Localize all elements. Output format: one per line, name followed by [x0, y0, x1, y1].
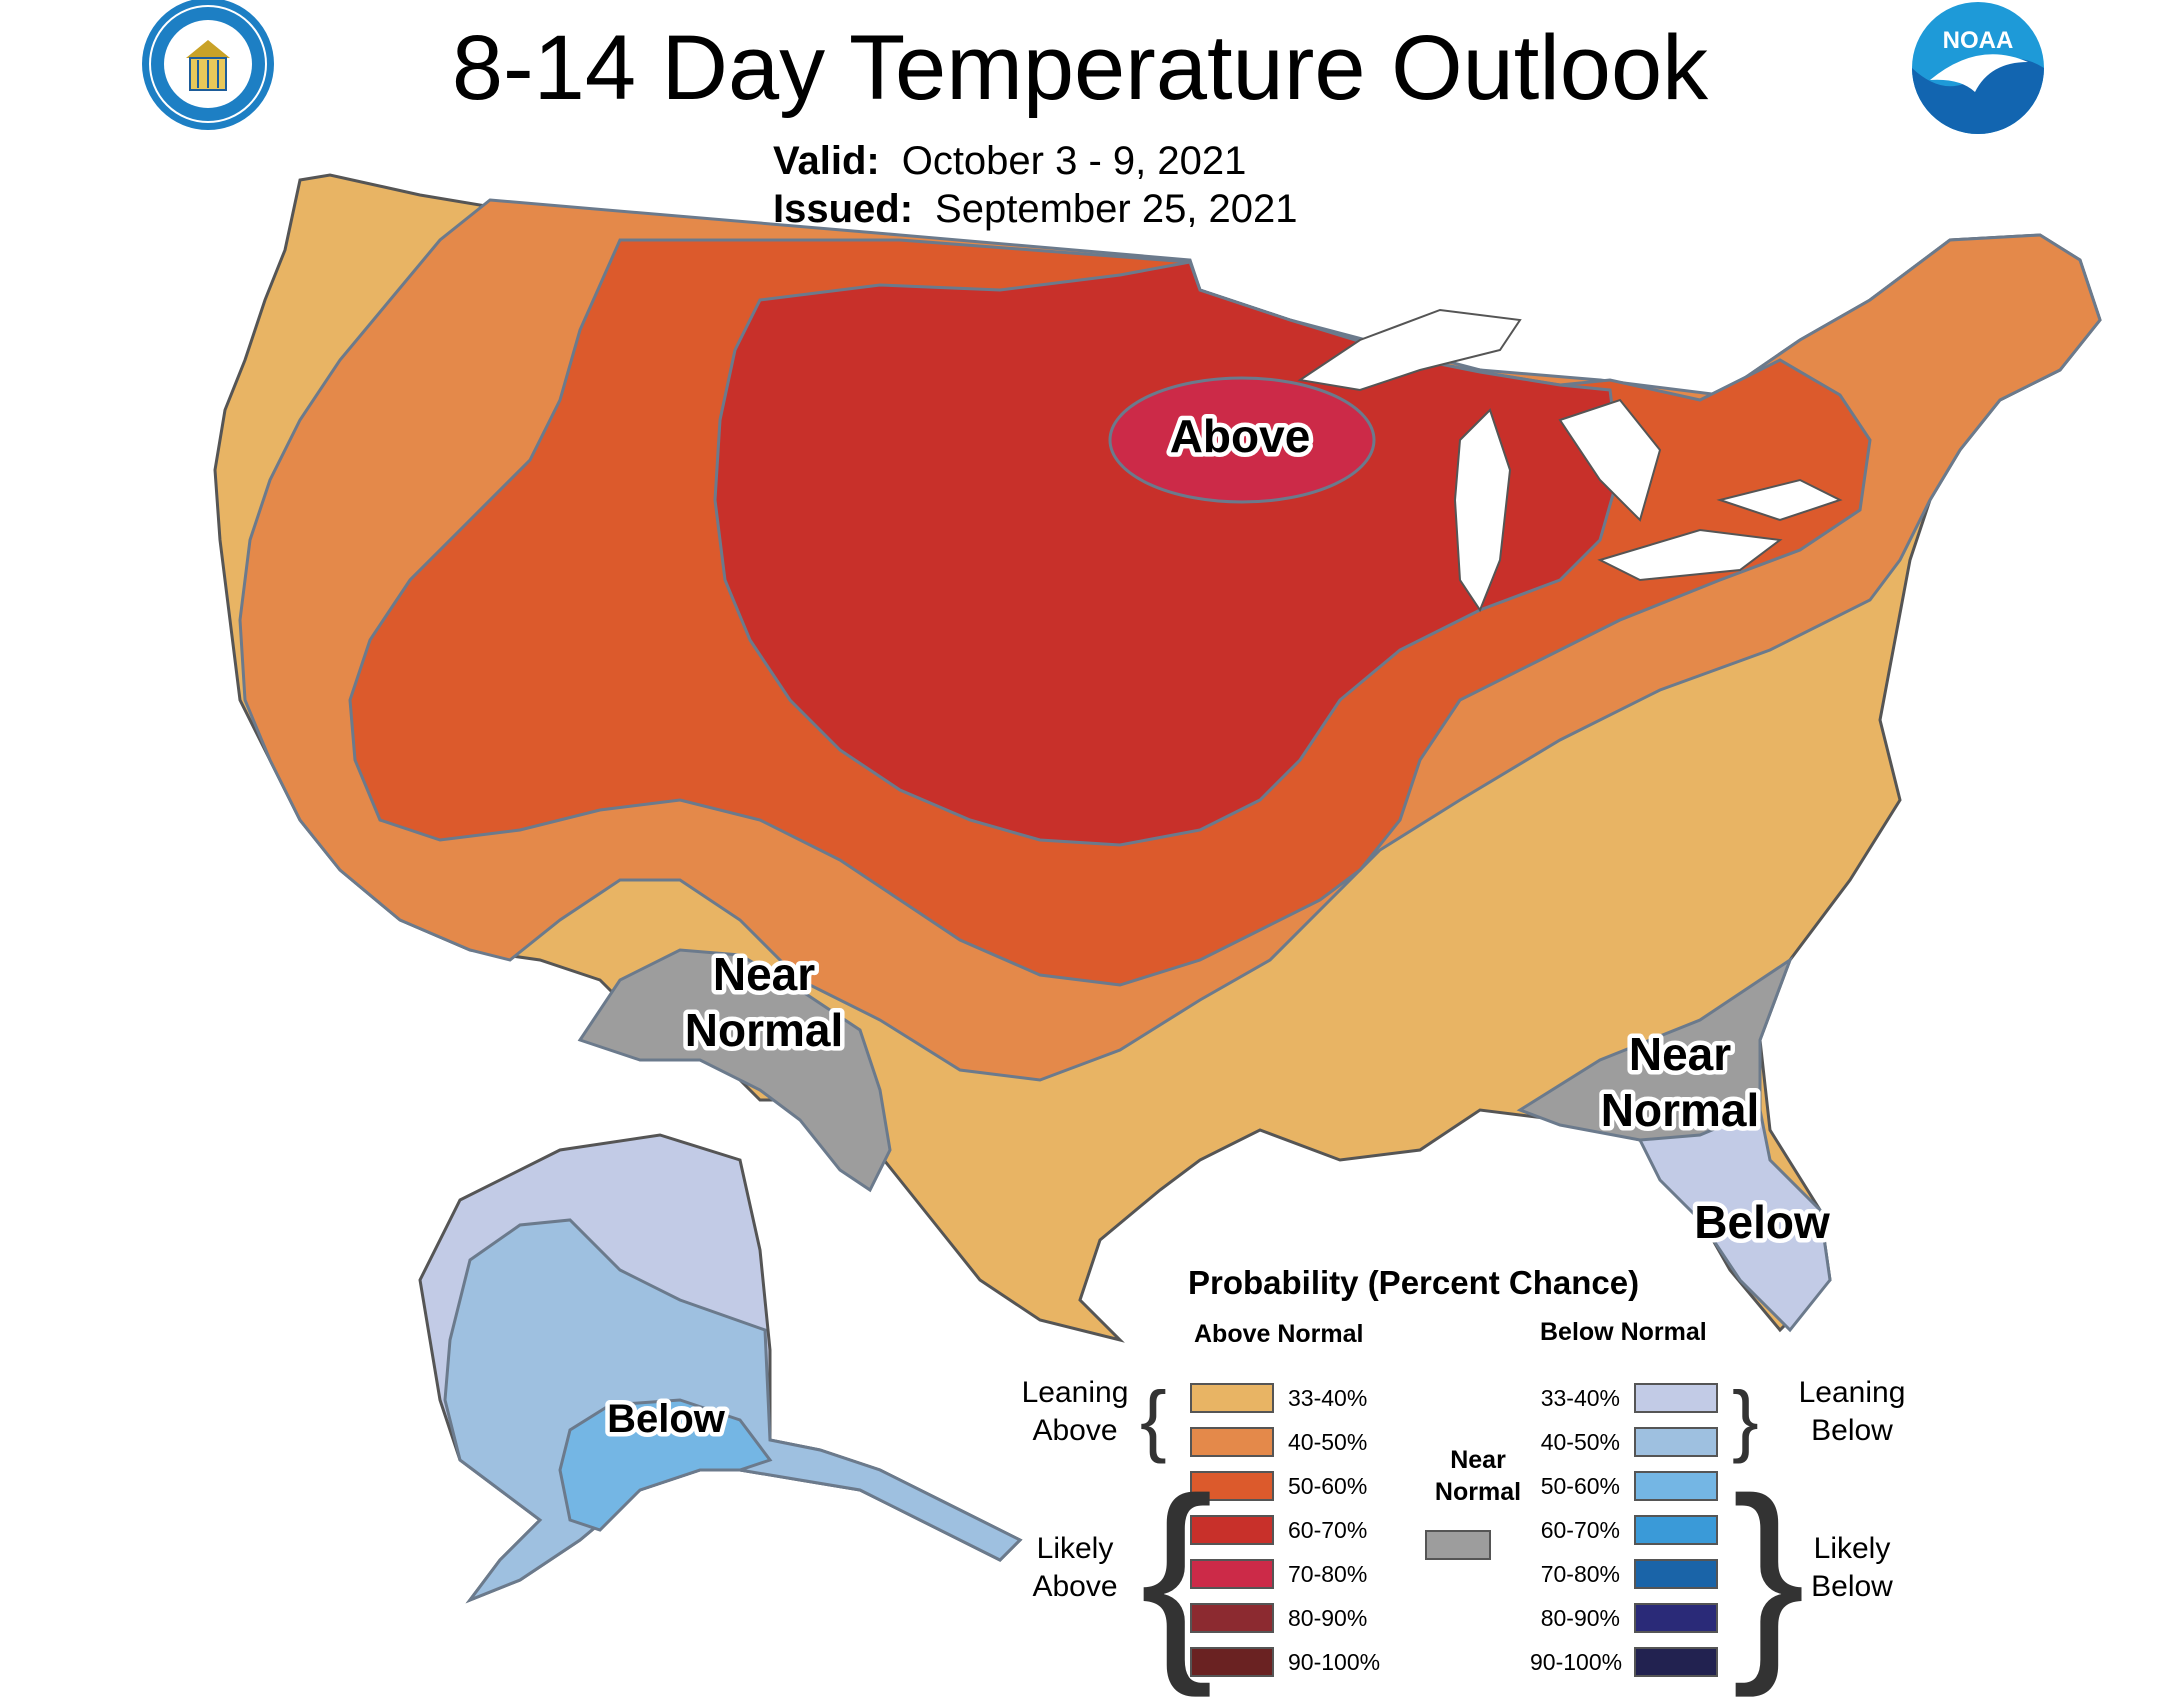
legend-below-swatch	[1634, 1603, 1718, 1633]
legend-above-row: 60-70%	[1190, 1508, 1380, 1552]
legend-above-swatch	[1190, 1383, 1274, 1413]
leaning-above-2: Above	[1032, 1414, 1118, 1447]
great-lakes	[1297, 308, 1843, 613]
legend-below-swatch	[1634, 1559, 1718, 1589]
legend-below-row: 60-70%	[1530, 1508, 1718, 1552]
label-near-normal-se-2: Normal	[1601, 1084, 1759, 1136]
valid-label: Valid:	[773, 139, 880, 183]
legend-likely-below: Likely Below	[1782, 1530, 1922, 1606]
label-near-normal-sw-2: Normal	[685, 1004, 843, 1056]
issued-value: September 25, 2021	[935, 187, 1298, 231]
legend-above-range: 40-50%	[1288, 1428, 1368, 1455]
legend-below-row: 70-80%	[1530, 1552, 1718, 1596]
contour-above-60-70	[713, 260, 1622, 847]
legend-below-range: 80-90%	[1540, 1604, 1620, 1631]
brace-likely-below: }	[1732, 1452, 1806, 1698]
legend-above-swatch	[1190, 1427, 1274, 1457]
legend-below-swatch	[1634, 1427, 1718, 1457]
legend-near-swatch	[1425, 1530, 1491, 1560]
legend-below-row: 80-90%	[1530, 1596, 1718, 1640]
legend-above-range: 60-70%	[1288, 1516, 1368, 1543]
legend-above-range: 33-40%	[1288, 1384, 1368, 1411]
label-near-normal-sw-1: Near	[713, 948, 815, 1000]
brace-leaning-above: {	[1140, 1375, 1167, 1464]
likely-above-2: Above	[1032, 1570, 1118, 1603]
alaska-below-50-60	[558, 1398, 773, 1532]
legend-below-row: 33-40%	[1530, 1376, 1718, 1420]
label-below-alaska: Below	[607, 1397, 726, 1441]
near-normal-sw	[577, 948, 892, 1193]
commerce-seal-icon	[142, 0, 274, 130]
legend-title: Probability (Percent Chance)	[1188, 1264, 1640, 1301]
legend-above-row: 80-90%	[1190, 1596, 1380, 1640]
legend-above-row: 70-80%	[1190, 1552, 1380, 1596]
legend-above-range: 70-80%	[1288, 1560, 1368, 1587]
brace-likely-above: {	[1140, 1452, 1214, 1698]
legend-below-scale: 33-40% 40-50% 50-60% 60-70% 70-80% 80-90% 90-1…	[1530, 1376, 1718, 1684]
legend-below-range: 33-40%	[1540, 1384, 1620, 1411]
valid-line: Valid: October 3 - 9, 2021	[773, 137, 1246, 185]
legend-above-swatch	[1190, 1559, 1274, 1589]
legend-below-swatch	[1634, 1647, 1718, 1677]
likely-below-2: Below	[1811, 1570, 1893, 1603]
legend-above-row: 40-50%	[1190, 1420, 1380, 1464]
valid-value: October 3 - 9, 2021	[901, 139, 1247, 183]
legend-above-swatch	[1190, 1515, 1274, 1545]
legend-above-swatch	[1190, 1471, 1274, 1501]
legend-above-range: 80-90%	[1288, 1604, 1368, 1631]
legend-below-range: 40-50%	[1540, 1428, 1620, 1455]
legend-above-header: Above Normal	[1194, 1320, 1364, 1348]
noaa-logo-icon: NOAA	[1912, 2, 2044, 134]
legend-above-swatch	[1190, 1603, 1274, 1633]
legend-above-range: 50-60%	[1288, 1472, 1368, 1499]
below-florida	[1637, 1107, 1832, 1333]
legend-above-row: 90-100%	[1190, 1640, 1380, 1684]
legend-below-row: 90-100%	[1530, 1640, 1718, 1684]
contour-above-70-80	[1108, 376, 1376, 504]
legend-above-row: 33-40%	[1190, 1376, 1380, 1420]
leaning-below-2: Below	[1811, 1414, 1893, 1447]
legend-below-range: 70-80%	[1540, 1560, 1620, 1587]
legend-below-swatch	[1634, 1471, 1718, 1501]
label-near-normal-se-1: Near	[1629, 1028, 1731, 1080]
issued-label: Issued:	[773, 187, 914, 231]
legend-above-row: 50-60%	[1190, 1464, 1380, 1508]
legend-above-range: 90-100%	[1288, 1648, 1381, 1675]
likely-below-1: Likely	[1813, 1532, 1891, 1565]
label-below-florida: Below	[1694, 1196, 1830, 1248]
legend-leaning-below: Leaning Below	[1782, 1374, 1922, 1450]
legend-above-scale: 33-40% 40-50% 50-60% 60-70% 70-80% 80-90% 90-1…	[1190, 1376, 1380, 1684]
near-normal-se	[1516, 956, 1794, 1142]
legend-below-row: 40-50%	[1530, 1420, 1718, 1464]
brace-leaning-below: }	[1732, 1375, 1759, 1464]
label-above: Above	[1170, 410, 1311, 462]
legend-below-range: 60-70%	[1540, 1516, 1620, 1543]
legend-leaning-above: Leaning Above	[1005, 1374, 1145, 1450]
legend-likely-above: Likely Above	[1005, 1530, 1145, 1606]
issued-line: Issued: September 25, 2021	[773, 185, 1298, 233]
legend-below-header: Below Normal	[1540, 1318, 1707, 1346]
legend-near-2: Normal	[1434, 1478, 1522, 1506]
legend-below-range: 50-60%	[1540, 1472, 1620, 1499]
map-title: 8-14 Day Temperature Outlook	[451, 17, 1709, 119]
legend-near-1: Near	[1450, 1446, 1506, 1474]
legend-below-swatch	[1634, 1383, 1718, 1413]
leaning-below-1: Leaning	[1798, 1376, 1906, 1409]
legend-near-normal-label: Near Normal	[1418, 1444, 1538, 1508]
legend-below-row: 50-60%	[1530, 1464, 1718, 1508]
legend-below-swatch	[1634, 1515, 1718, 1545]
legend-below-range: 90-100%	[1530, 1648, 1623, 1675]
leaning-above-1: Leaning	[1021, 1376, 1129, 1409]
likely-above-1: Likely	[1036, 1532, 1114, 1565]
noaa-logo-text: NOAA	[1943, 27, 2014, 54]
